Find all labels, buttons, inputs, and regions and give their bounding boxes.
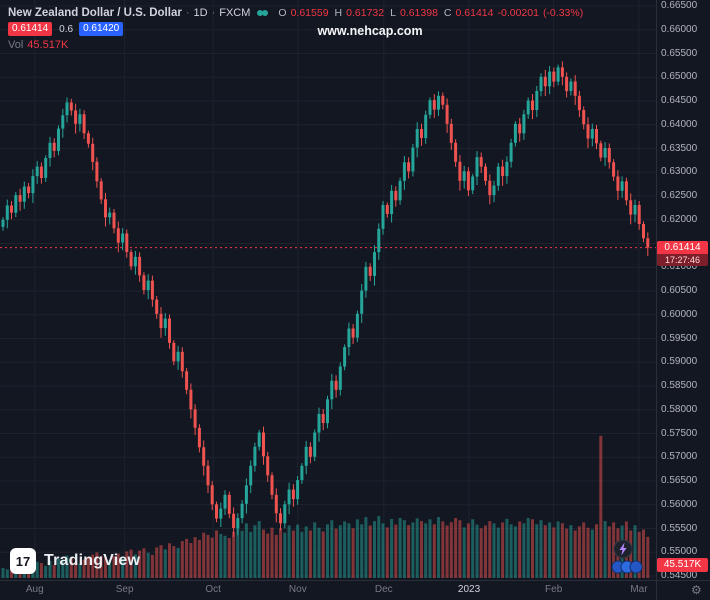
- price-axis-label: 0.55500: [661, 522, 698, 534]
- price-axis-label: 0.62000: [661, 213, 698, 225]
- time-axis-label: Dec: [374, 584, 393, 595]
- change-value: -0.00201: [497, 7, 539, 19]
- price-axis[interactable]: 0.66500 0.66000 0.65500 0.65000 0.64500 0.640…: [657, 0, 710, 581]
- chart-legend: New Zealand Dollar / U.S. Dollar · 1D · …: [8, 5, 583, 53]
- close-value: 0.61414: [455, 7, 494, 19]
- price-axis-label: 0.63000: [661, 166, 698, 178]
- tradingview-logo-icon: 17: [10, 548, 36, 574]
- price-axis-label: 0.59500: [661, 332, 698, 344]
- price-axis-label: 0.56500: [661, 475, 698, 486]
- lightning-icon: [613, 539, 633, 559]
- alert-price-badge[interactable]: 0.61420: [79, 22, 124, 36]
- price-axis-label: 0.66500: [661, 0, 698, 11]
- legend-toggle-dots-icon[interactable]: [257, 10, 269, 16]
- time-axis[interactable]: Aug Sep Oct Nov Dec 2023 Feb Mar: [0, 580, 656, 600]
- time-axis-label: Feb: [545, 584, 563, 595]
- change-percent: (-0.33%): [542, 7, 584, 19]
- time-axis-label: Mar: [630, 584, 648, 595]
- bar-countdown-timer: 17:27:46: [657, 253, 708, 266]
- tradingview-logo[interactable]: 17 TradingView: [10, 548, 140, 574]
- volume-value: 45.517K: [27, 39, 69, 51]
- price-axis-label: 0.62500: [661, 190, 698, 201]
- symbol-title[interactable]: New Zealand Dollar / U.S. Dollar: [8, 7, 182, 19]
- price-axis-label: 0.64500: [661, 95, 698, 106]
- price-axis-label: 0.57000: [661, 451, 698, 463]
- last-volume-axis-label: 45.517K: [657, 558, 708, 572]
- tradingview-logo-text: TradingView: [44, 552, 141, 569]
- legend-row-volume: Vol 45.517K: [8, 37, 583, 53]
- high-label: H: [334, 7, 343, 19]
- price-axis-label: 0.57500: [661, 427, 698, 439]
- last-price-axis-label: 0.61414 17:27:46: [657, 240, 708, 266]
- blue-circles-icon: [611, 560, 643, 574]
- time-axis-label: Sep: [115, 584, 134, 595]
- legend-row-symbol: New Zealand Dollar / U.S. Dollar · 1D · …: [8, 5, 583, 21]
- low-value: 0.61398: [399, 7, 438, 19]
- price-axis-label: 0.60000: [661, 308, 698, 320]
- time-axis-label: Oct: [205, 584, 221, 595]
- interval-label[interactable]: 1D: [193, 7, 208, 19]
- price-axis-label: 0.63500: [661, 142, 698, 154]
- open-value: 0.61559: [290, 7, 329, 19]
- last-price-flag-badge[interactable]: 0.61414: [8, 22, 53, 36]
- price-axis-label: 0.59000: [661, 356, 698, 368]
- legend-row-badges: 0.61414 0.6 0.61420: [8, 21, 583, 37]
- watermark-text: www.nehcap.com: [317, 24, 423, 38]
- logo-glyph: 17: [16, 554, 30, 569]
- price-axis-label: 0.58000: [661, 403, 698, 415]
- time-axis-label: Aug: [25, 584, 44, 595]
- exchange-label[interactable]: FXCM: [219, 7, 251, 19]
- price-axis-label: 0.65500: [661, 47, 698, 59]
- price-axis-label: 0.64000: [661, 118, 698, 130]
- mid-price-value: 0.6: [59, 23, 74, 35]
- price-axis-label: 0.66000: [661, 23, 698, 35]
- price-axis-label: 0.60500: [661, 285, 698, 296]
- low-label: L: [390, 7, 396, 19]
- volume-label[interactable]: Vol: [8, 39, 24, 51]
- open-label: O: [278, 7, 287, 19]
- price-axis-label: 0.58500: [661, 380, 698, 391]
- price-axis-label: 0.56000: [661, 498, 698, 510]
- price-axis-label: 0.61000: [661, 261, 698, 273]
- last-price-badge: 0.61414: [657, 240, 708, 254]
- reactions-button[interactable]: [611, 560, 643, 579]
- time-axis-label: 2023: [457, 584, 481, 595]
- price-axis-label: 0.65000: [661, 71, 698, 83]
- separator: ·: [185, 7, 190, 19]
- high-value: 0.61732: [346, 7, 385, 19]
- close-label: C: [443, 7, 452, 19]
- time-axis-label: Nov: [288, 584, 307, 595]
- price-axis-label: 0.54500: [661, 570, 698, 581]
- price-axis-label: 0.55000: [661, 546, 698, 558]
- separator: ·: [211, 7, 216, 19]
- gear-icon[interactable]: ⚙: [691, 583, 702, 597]
- quick-trade-button[interactable]: [613, 539, 633, 564]
